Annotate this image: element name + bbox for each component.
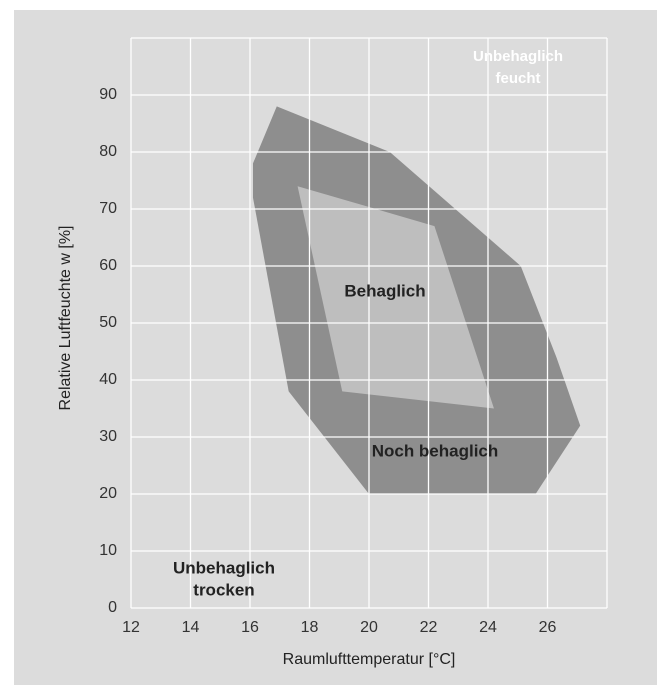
y-tick-label: 10 [99, 542, 117, 559]
x-tick-label: 26 [539, 619, 557, 636]
plot-area [252, 106, 581, 495]
x-tick-label: 18 [301, 619, 319, 636]
y-tick-label: 30 [99, 428, 117, 445]
x-tick-label: 22 [420, 619, 438, 636]
y-tick-label: 80 [99, 143, 117, 160]
region [297, 186, 494, 409]
x-tick-label: 20 [360, 619, 378, 636]
annotation: trocken [193, 580, 254, 599]
annotation: Unbehaglich [473, 48, 563, 65]
y-tick-label: 50 [99, 314, 117, 331]
x-tick-label: 16 [241, 619, 259, 636]
y-tick-label: 40 [99, 371, 117, 388]
y-axis-label: Relative Luftfeuchte w [%] [57, 226, 74, 411]
region-label: Behaglich [344, 281, 425, 300]
y-tick-label: 20 [99, 485, 117, 502]
annotation: feucht [496, 70, 541, 87]
y-tick-label: 60 [99, 257, 117, 274]
x-tick-label: 12 [122, 619, 140, 636]
y-tick-label: 70 [99, 200, 117, 217]
y-tick-label: 0 [108, 599, 117, 616]
x-tick-label: 24 [479, 619, 497, 636]
y-tick-label: 90 [99, 86, 117, 103]
region-label: Noch behaglich [372, 441, 499, 460]
x-axis-label: Raumlufttemperatur [°C] [283, 651, 456, 668]
x-tick-label: 14 [182, 619, 200, 636]
annotation: Unbehaglich [173, 558, 275, 577]
